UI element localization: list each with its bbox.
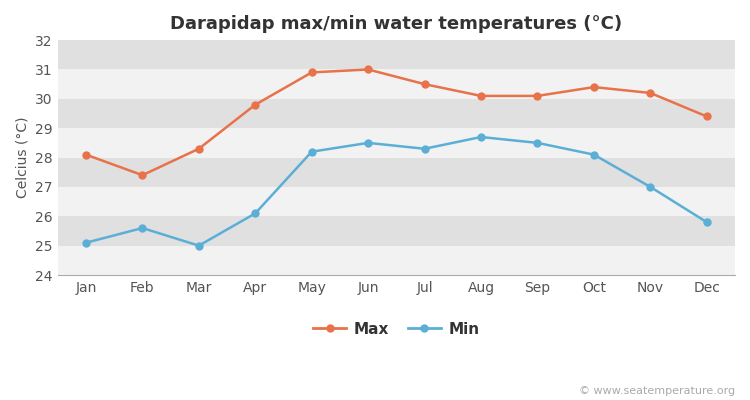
Max — [308, 70, 316, 75]
Max — [82, 152, 91, 157]
Y-axis label: Celcius (°C): Celcius (°C) — [15, 117, 29, 198]
Max — [194, 146, 203, 151]
Min — [702, 220, 711, 224]
Max — [138, 173, 147, 178]
Bar — [58, 246, 735, 275]
Line: Min: Min — [82, 133, 711, 250]
Max — [590, 85, 598, 90]
Title: Darapidap max/min water temperatures (°C): Darapidap max/min water temperatures (°C… — [170, 15, 622, 33]
Min — [364, 140, 373, 145]
Bar — [58, 158, 735, 187]
Bar — [58, 99, 735, 128]
Min — [420, 146, 429, 151]
Max — [476, 94, 485, 98]
Line: Max: Max — [82, 65, 711, 179]
Bar — [58, 187, 735, 216]
Min — [590, 152, 598, 157]
Max — [533, 94, 542, 98]
Bar — [58, 40, 735, 70]
Max — [702, 114, 711, 119]
Max — [646, 90, 655, 95]
Legend: Max, Min: Max, Min — [307, 316, 486, 343]
Bar — [58, 70, 735, 99]
Bar — [58, 216, 735, 246]
Min — [533, 140, 542, 145]
Max — [364, 67, 373, 72]
Min — [308, 149, 316, 154]
Max — [251, 102, 260, 107]
Min — [194, 243, 203, 248]
Min — [138, 226, 147, 230]
Min — [251, 211, 260, 216]
Max — [420, 82, 429, 86]
Min — [82, 240, 91, 245]
Min — [476, 135, 485, 140]
Text: © www.seatemperature.org: © www.seatemperature.org — [579, 386, 735, 396]
Min — [646, 184, 655, 189]
Bar — [58, 128, 735, 158]
